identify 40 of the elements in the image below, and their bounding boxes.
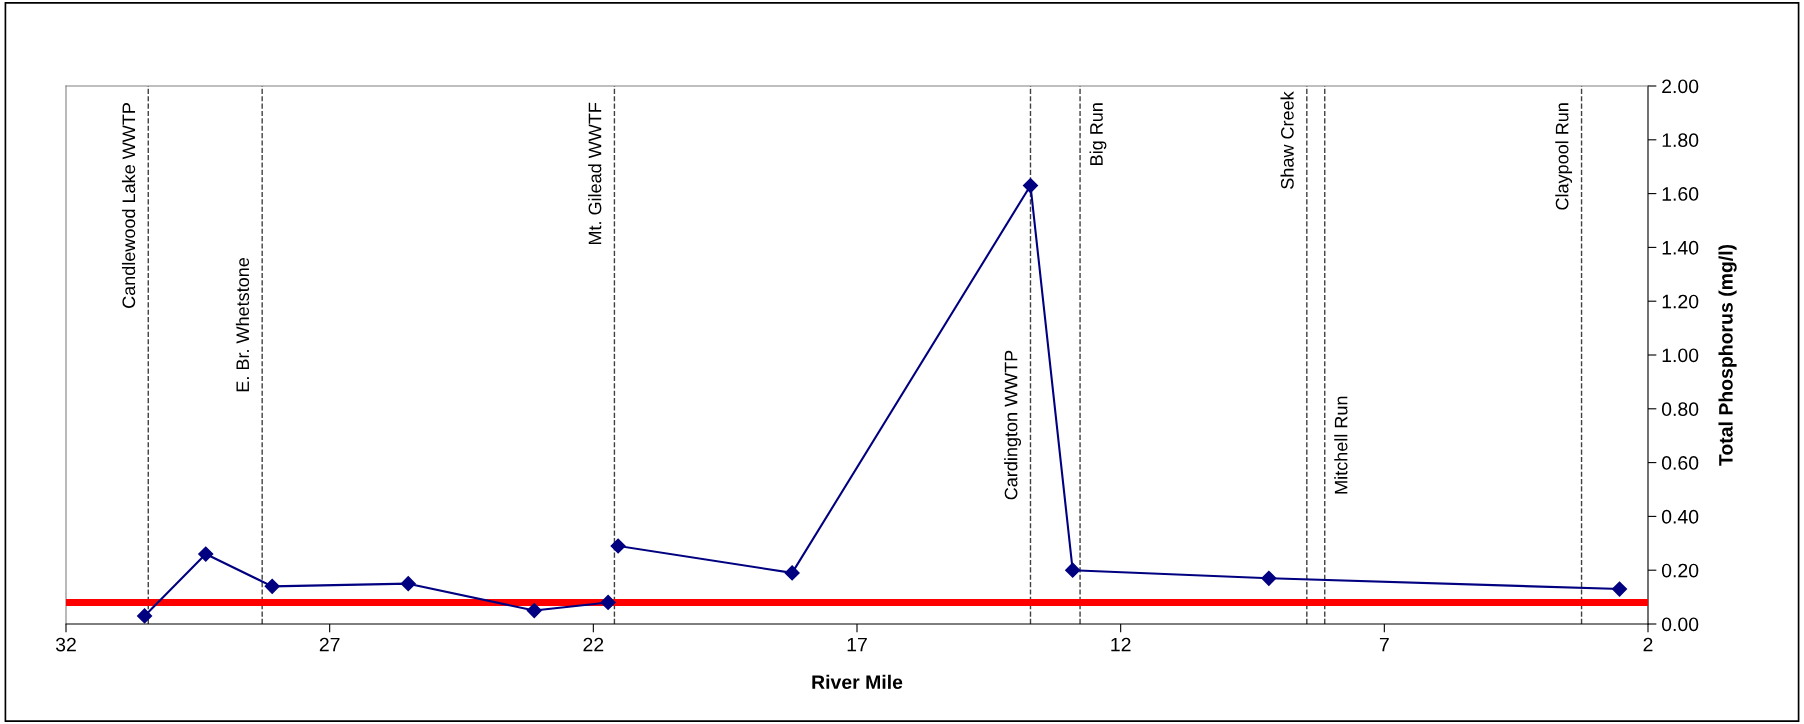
point [610, 538, 626, 554]
x-tick-label: 2 [1643, 637, 1653, 652]
y-tick-label: 0.60 [1661, 456, 1699, 470]
point [784, 565, 800, 581]
ref-line-label: Claypool Run [1555, 103, 1573, 210]
point [1022, 177, 1039, 194]
y-tick-label: 1.00 [1662, 348, 1699, 363]
y-tick-label: 0.20 [1661, 563, 1699, 578]
y-tick-label: 0.40 [1661, 509, 1699, 524]
point [526, 602, 542, 619]
y-tick-label: 1.60 [1662, 187, 1699, 201]
ref-line-label: Mitchell Run [1334, 396, 1348, 494]
point [1261, 570, 1277, 586]
x-tick-label: 27 [319, 637, 340, 652]
x-tick-label: 7 [1379, 637, 1389, 652]
point [137, 608, 153, 624]
ref-line-label: E. Br. Whetstone [235, 257, 250, 392]
x-tick-label: 12 [1111, 637, 1131, 652]
y-tick-label: 1.80 [1662, 133, 1699, 148]
y-tick-label: 1.20 [1662, 294, 1699, 309]
y-tick-label: 0.80 [1661, 402, 1699, 417]
y-tick-label: 1.40 [1662, 240, 1699, 255]
point [1611, 581, 1628, 597]
point [264, 578, 280, 594]
x-tick-label: 22 [583, 637, 604, 652]
point [198, 546, 214, 562]
point [1065, 562, 1081, 578]
ref-line-label: Cardington WWTP [1004, 350, 1021, 500]
y-tick-label: 0.00 [1661, 617, 1699, 632]
x-tick-label: 17 [847, 637, 867, 652]
ref-line-label: Mt. Gilead WWTF [588, 102, 602, 245]
ref-line-label: Candlewood Lake WWTP [121, 103, 136, 308]
ref-line-label: Big Run [1089, 103, 1107, 165]
y-tick-label: 2.00 [1662, 79, 1699, 94]
x-tick-label: 32 [55, 637, 76, 652]
y-axis-title: Total Phosphorus (mg/l) [1718, 244, 1737, 466]
ref-line-label: Shaw Creek [1280, 91, 1294, 189]
x-axis-title: River Mile [812, 674, 903, 690]
point [400, 576, 416, 592]
point [600, 594, 616, 611]
